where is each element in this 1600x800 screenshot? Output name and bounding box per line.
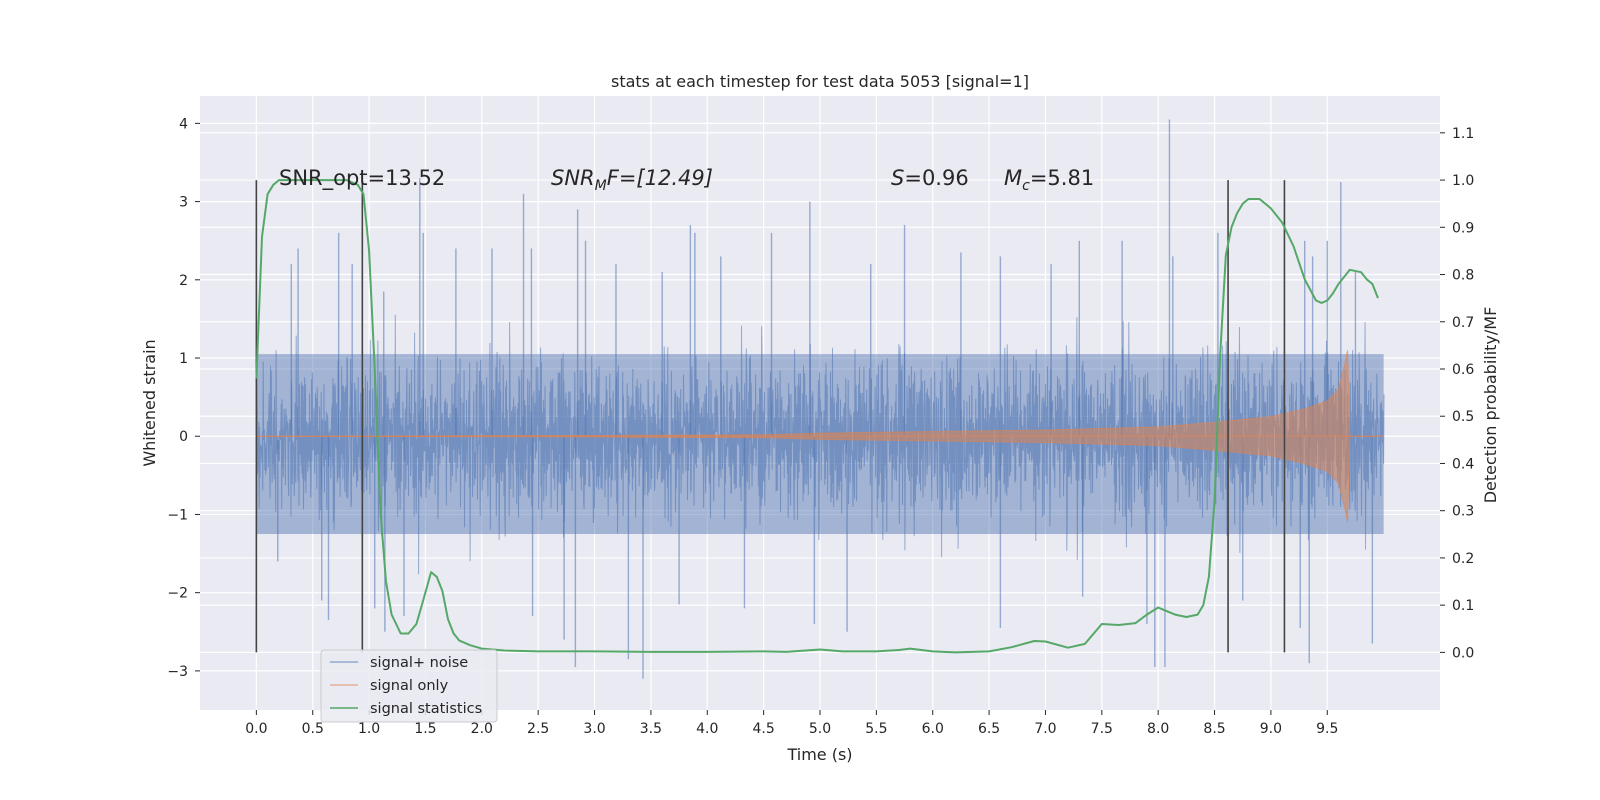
x-tick-label: 0.0 — [245, 721, 267, 737]
legend-label-signal-statistics: signal statistics — [370, 701, 482, 717]
x-axis-ticks: 0.0 0.5 1.0 1.5 2.0 2.5 3.0 3.5 4.0 4.5 5.0 5.5 6.0 6… — [245, 710, 1338, 737]
x-tick-label: 0.5 — [302, 721, 324, 737]
annotation-snr-mf: SNRMF=[12.49] — [551, 166, 713, 194]
y-tick-label: 0 — [179, 429, 188, 445]
x-tick-label: 6.5 — [978, 721, 1000, 737]
y2-tick-label: 1.1 — [1452, 126, 1474, 142]
annotation-s-main: S — [891, 166, 904, 190]
x-tick-label: 5.0 — [809, 721, 831, 737]
legend-box — [320, 649, 498, 723]
x-tick-label: 6.0 — [922, 721, 944, 737]
legend: signal+ noise signal only signal statist… — [320, 649, 498, 723]
y2-tick-label: 0.1 — [1452, 598, 1474, 614]
series-signal-statistics — [255, 179, 1379, 654]
y2-tick-label: 0.2 — [1452, 551, 1474, 567]
annotation-mc-main: M — [1004, 166, 1022, 190]
annotations: SNR_opt=13.52 SNRMF=[12.49] S=0.96 Mc=5.… — [279, 166, 1094, 194]
x-tick-label: 8.0 — [1147, 721, 1169, 737]
y-tick-label: 1 — [179, 351, 188, 367]
y2-tick-label: 0.5 — [1452, 409, 1474, 425]
statistics-line — [255, 179, 1379, 654]
x-axis-label: Time (s) — [786, 745, 852, 764]
x-tick-label: 8.5 — [1203, 721, 1225, 737]
annotation-snr-mf-main: SNR — [551, 166, 595, 190]
y-tick-label: −3 — [167, 664, 188, 680]
y-axis-ticks: −3 −2 −1 0 1 2 3 4 — [167, 116, 200, 680]
annotation-mc: Mc=5.81 — [1004, 166, 1094, 194]
annotation-snr-opt: SNR_opt=13.52 — [279, 166, 445, 191]
annotation-snr-mf-rest: F=[12.49] — [607, 166, 713, 190]
x-tick-label: 2.0 — [471, 721, 493, 737]
y-tick-label: −1 — [167, 507, 188, 523]
y-axis-label: Whitened strain — [140, 339, 159, 466]
x-tick-label: 4.5 — [753, 721, 775, 737]
grid — [200, 96, 1440, 710]
x-tick-label: 3.0 — [583, 721, 605, 737]
x-tick-label: 3.5 — [640, 721, 662, 737]
x-tick-label: 1.5 — [414, 721, 436, 737]
y2-axis-label: Detection probability/MF — [1481, 307, 1500, 504]
x-tick-label: 4.0 — [696, 721, 718, 737]
y-tick-label: 2 — [179, 273, 188, 289]
y2-tick-label: 1.0 — [1452, 173, 1474, 189]
y2-tick-label: 0.9 — [1452, 220, 1474, 236]
y2-tick-label: 0.0 — [1452, 645, 1474, 661]
y2-tick-label: 0.8 — [1452, 268, 1474, 284]
annotation-mc-rest: =5.81 — [1030, 166, 1094, 190]
x-tick-label: 7.0 — [1034, 721, 1056, 737]
y2-tick-label: 0.7 — [1452, 315, 1474, 331]
annotation-snr-mf-sub: M — [595, 178, 607, 194]
y-tick-label: 3 — [179, 195, 188, 211]
x-tick-label: 9.0 — [1260, 721, 1282, 737]
y2-tick-label: 0.4 — [1452, 456, 1474, 472]
y-tick-label: −2 — [167, 586, 188, 602]
x-tick-label: 7.5 — [1091, 721, 1113, 737]
series-signal-only — [256, 350, 1384, 523]
annotation-s: S=0.96 — [891, 166, 969, 190]
y2-tick-label: 0.3 — [1452, 504, 1474, 520]
y-tick-label: 4 — [179, 116, 188, 132]
annotation-s-rest: =0.96 — [904, 166, 968, 190]
x-tick-label: 5.5 — [865, 721, 887, 737]
noise-trace — [255, 314, 1385, 575]
annotation-mc-sub: c — [1022, 178, 1030, 194]
vertical-markers — [255, 180, 1286, 653]
y2-tick-label: 0.6 — [1452, 362, 1474, 378]
y2-axis-ticks: 0.0 0.1 0.2 0.3 0.4 0.5 0.6 0.7 0.8 0.9 1.0 1.1 — [1440, 126, 1474, 661]
chart-title: stats at each timestep for test data 505… — [611, 72, 1029, 91]
legend-label-signal-noise: signal+ noise — [370, 655, 468, 671]
x-tick-label: 1.0 — [358, 721, 380, 737]
legend-label-signal-only: signal only — [370, 678, 449, 694]
x-tick-label: 2.5 — [527, 721, 549, 737]
x-tick-label: 9.5 — [1316, 721, 1338, 737]
